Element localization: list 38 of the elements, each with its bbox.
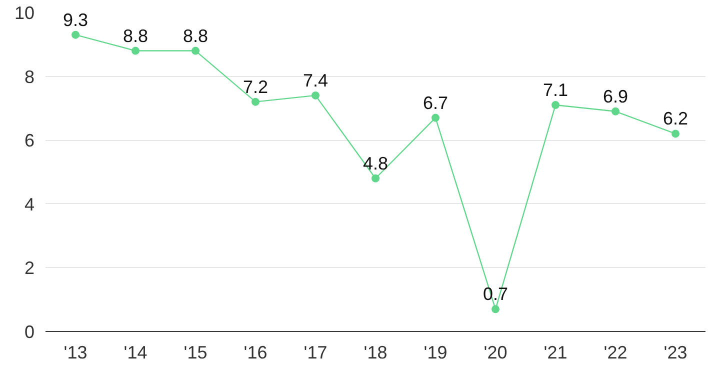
point [132,46,140,55]
y-tick-label: 8 [24,66,35,87]
point [432,114,440,122]
y-tick-label: 0 [24,322,35,342]
x-tick-label: '17 [304,342,328,362]
point [192,46,200,55]
point [252,98,260,106]
x-tick-label: '18 [364,342,388,362]
data-label: 6.9 [602,86,628,106]
point [312,91,320,100]
y-tick-label: 10 [14,3,35,23]
data-label: 8.8 [182,26,208,46]
x-tick-label: '20 [484,342,508,362]
point [552,101,560,110]
data-label: 4.8 [362,153,388,174]
data-label: 7.4 [302,70,328,90]
x-tick-label: '21 [544,342,568,362]
x-tick-label: '14 [124,342,148,362]
point [72,30,80,39]
x-tick-label: '16 [244,342,268,362]
data-label: 6.7 [422,92,448,113]
data-label: 9.3 [62,10,88,30]
x-tick-label: '23 [664,342,688,362]
x-tick-label: '19 [424,342,448,362]
x-tick-label: '15 [184,342,208,362]
x-tick-label: '13 [64,342,88,362]
point [612,107,620,116]
data-label: 8.8 [122,26,148,46]
data-label: 7.1 [542,80,568,100]
data-label: 7.2 [242,76,268,97]
x-tick-label: '22 [604,342,628,362]
y-tick-label: 2 [24,258,35,278]
point [492,305,500,314]
point [672,130,680,138]
data-label: 6.2 [662,108,688,129]
y-tick-label: 4 [24,194,35,214]
point [372,174,380,182]
y-tick-label: 6 [24,130,35,151]
